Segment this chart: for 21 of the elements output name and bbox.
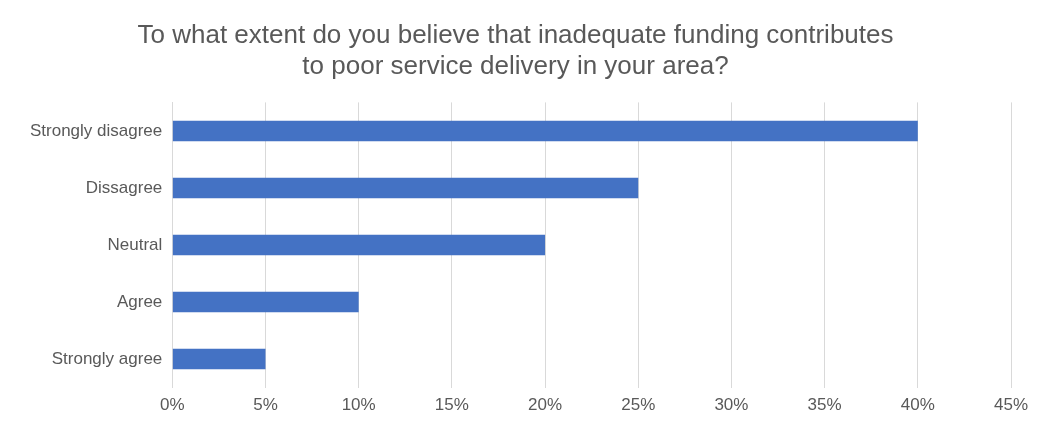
x-tick-label: 5% [253,395,278,415]
bar [172,177,639,199]
bar [172,348,266,370]
y-tick-label: Neutral [107,234,163,254]
bar [172,234,546,256]
x-tick-label: 35% [807,395,842,415]
x-tick-label: 0% [160,395,185,415]
x-tick-label: 45% [993,395,1029,415]
x-tick-label: 25% [621,395,656,415]
x-tick-label: 20% [528,395,563,415]
y-tick-label: Strongly agree [51,348,163,368]
x-tick-label: 10% [341,395,376,415]
y-tick-label: Agree [116,291,163,311]
x-tick-label: 40% [900,395,935,415]
bar [172,120,918,142]
x-tick-label: 30% [714,395,749,415]
y-tick-label: Strongly disagree [29,120,163,140]
x-tick-label: 15% [434,395,469,415]
y-tick-label: Dissagree [85,177,163,197]
bar [172,291,359,313]
chart-title: To what extent do you believe that inadequate funding contributes to poor service delivery in your area? [137,18,894,80]
